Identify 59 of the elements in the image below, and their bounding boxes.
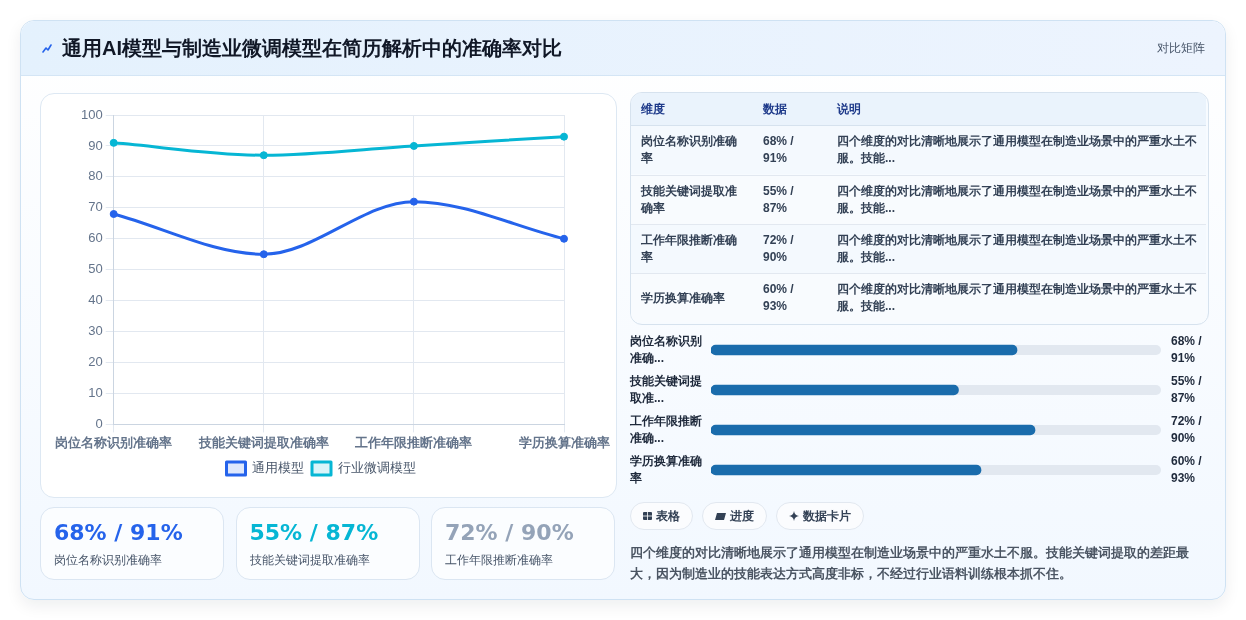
text: 55% / 87% <box>763 183 795 217</box>
x-tick-label: 岗位名称识别准确率 <box>55 434 173 450</box>
point <box>259 151 268 160</box>
category-label: 岗位名称识别准确率 <box>641 133 738 167</box>
category-label: 技能关键词提取准确率 <box>641 183 738 217</box>
text: 四个维度的对比清晰地展示了通用模型在制造业场景中的严重水土不服。技能... <box>837 232 1198 266</box>
y-tick-label: 20 <box>88 354 103 370</box>
text: 四个维度的对比清晰地展示了通用模型在制造业场景中的严重水土不服。技能... <box>837 133 1198 167</box>
category-label: 工作年限推断准确率 <box>641 232 738 266</box>
text: 四个维度的对比清晰地展示了通用模型在制造业场景中的严重水土不服。技能... <box>837 183 1198 217</box>
y-tick-label: 80 <box>88 168 103 184</box>
text: 对比矩阵 <box>1157 40 1205 57</box>
category-label: 学历换算准确率 <box>641 289 725 307</box>
pill-tag: 进度 <box>702 502 767 530</box>
text: 说明 <box>837 101 861 118</box>
y-tick-label: 0 <box>95 415 103 431</box>
category-label: 岗位名称识别准确率 <box>54 552 162 569</box>
text: 68% / 91% <box>54 519 183 547</box>
legend-label: 通用模型 <box>252 460 304 476</box>
y-tick-label: 40 <box>88 292 103 308</box>
point <box>259 250 268 259</box>
point <box>560 132 568 141</box>
data-label: 72% / 90% <box>1171 413 1203 447</box>
point <box>409 141 418 150</box>
y-tick-label: 90 <box>88 137 103 153</box>
text: 数据 <box>763 101 787 118</box>
y-tick-label: 技能关键词提取准... <box>630 373 703 407</box>
text: 四个维度的对比清晰地展示了通用模型在制造业场景中的严重水土不服。技能关键词提取的差距最大，因为制造业的技能表达方式高度非标，不经过行业语料训练根本抓不住。 <box>630 544 1190 583</box>
y-tick-label: 岗位名称识别准确... <box>630 333 703 367</box>
text: 四个维度的对比清晰地展示了通用模型在制造业场景中的严重水土不服。技能... <box>837 281 1198 315</box>
point <box>109 138 118 147</box>
category-label: 工作年限推断准确率 <box>445 552 553 569</box>
text: 72% / 90% <box>763 232 795 266</box>
point <box>560 234 568 243</box>
x-tick-label: 学历换算准确率 <box>518 434 610 450</box>
y-tick-label: 工作年限推断准确... <box>630 413 703 447</box>
data-label: 55% / 87% <box>1171 373 1203 407</box>
legend-label: 行业微调模型 <box>337 460 416 476</box>
point <box>409 197 418 206</box>
y-tick-label: 100 <box>80 106 103 122</box>
pill-tag: 表格 <box>630 502 693 530</box>
y-tick-label: 10 <box>88 385 103 401</box>
text: 68% / 91% <box>763 133 795 167</box>
data-label: 68% / 91% <box>1171 333 1203 367</box>
category-label: 技能关键词提取准确率 <box>249 552 370 569</box>
y-tick-label: 70 <box>88 199 103 215</box>
point <box>109 210 118 219</box>
text: 通用AI模型与制造业微调模型在简历解析中的准确率对比 <box>62 36 562 61</box>
y-tick-label: 50 <box>88 261 103 277</box>
data-label: 60% / 93% <box>1171 453 1203 487</box>
text: 55% / 87% <box>249 519 379 547</box>
x-tick-label: 技能关键词提取准确率 <box>197 434 329 450</box>
text: 60% / 93% <box>763 281 795 315</box>
y-tick-label: 30 <box>88 323 103 339</box>
text: 维度 <box>641 101 665 118</box>
y-tick-label: 60 <box>88 230 103 246</box>
pill-tag: 数据卡片 <box>776 502 864 530</box>
text: 72% / 90% <box>445 519 574 547</box>
x-tick-label: 工作年限推断准确率 <box>354 434 473 450</box>
